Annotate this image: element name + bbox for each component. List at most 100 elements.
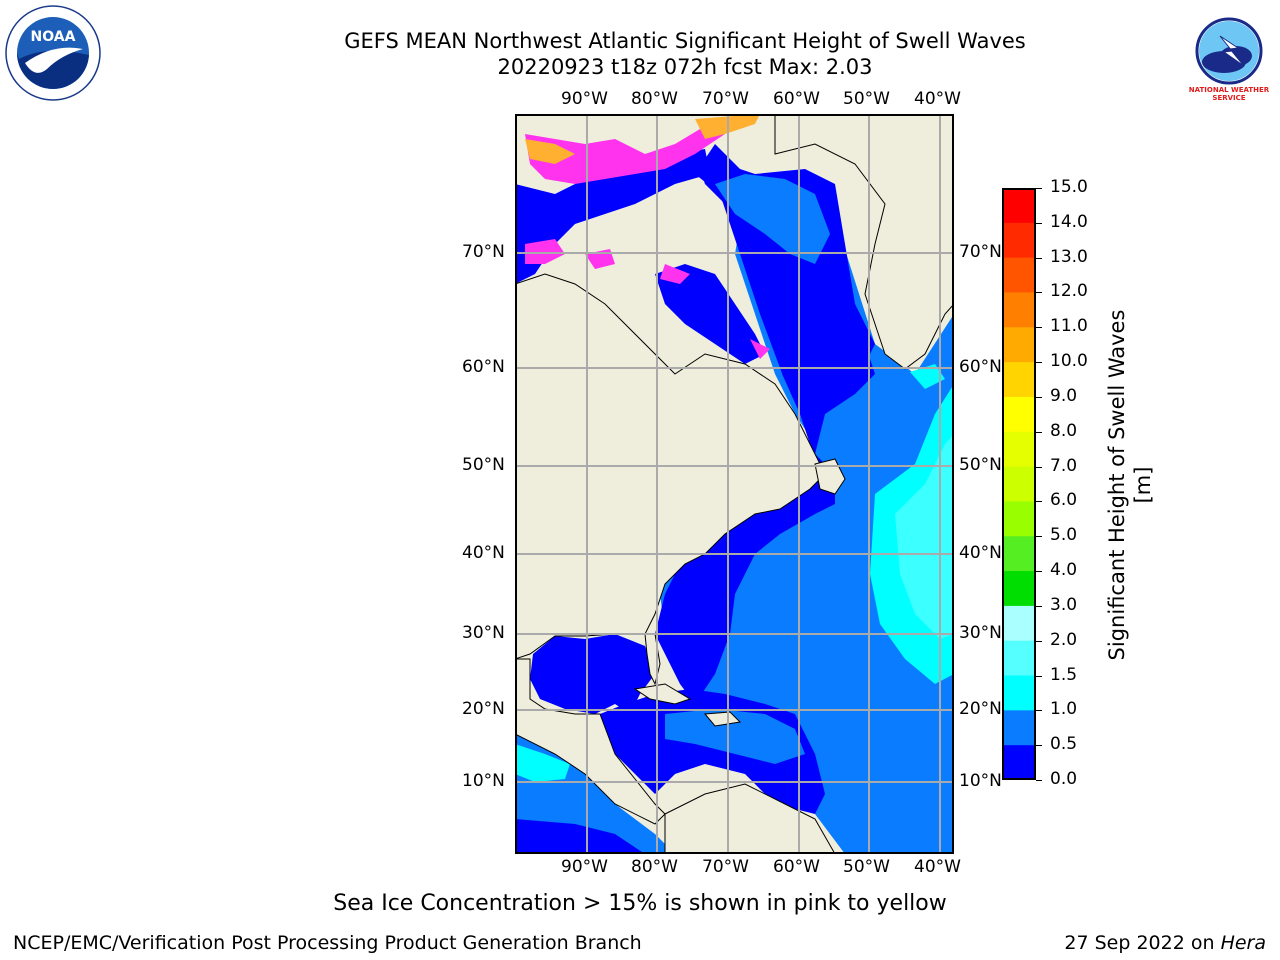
lat-label-right-20n: 20°N xyxy=(959,699,1002,719)
baffin-bay-mid xyxy=(715,174,830,264)
colorbar-tick-label: 4.0 xyxy=(1050,560,1078,581)
colorbar-tick-label: 7.0 xyxy=(1050,455,1078,476)
colorbar-tick-mark xyxy=(1036,780,1042,781)
lon-label-bottom-70w: 70°W xyxy=(702,857,749,877)
hudson-strait xyxy=(655,264,765,364)
caribbean-mid xyxy=(665,709,805,764)
map-frame xyxy=(515,114,954,854)
eastern-pacific-high xyxy=(515,744,570,782)
lon-label-top-90w: 90°W xyxy=(561,89,608,109)
sea-ice-orange-west xyxy=(525,139,575,164)
hispaniola xyxy=(703,711,742,727)
colorbar-tick-label: 1.0 xyxy=(1050,699,1078,720)
lat-label-left-50n: 50°N xyxy=(462,455,505,475)
colorbar-swatch xyxy=(1002,431,1036,468)
colorbar-tick-label: 6.0 xyxy=(1050,490,1078,511)
sea-ice-note: Sea Ice Concentration > 15% is shown in … xyxy=(333,891,947,916)
colorbar xyxy=(1002,188,1036,781)
colorbar-swatch xyxy=(1002,362,1036,398)
colorbar-swatch xyxy=(1002,536,1036,572)
lat-label-left-70n: 70°N xyxy=(462,242,505,262)
colorbar-swatch xyxy=(1002,466,1036,502)
colorbar-swatch xyxy=(1002,188,1036,224)
arctic-channels xyxy=(515,149,710,284)
colorbar-label-wrap: Significant Height of Swell Waves [m] xyxy=(1100,290,1160,680)
colorbar-tick-mark xyxy=(1036,605,1042,607)
chart-title-line2: 20220923 t18z 072h fcst Max: 2.03 xyxy=(497,55,873,79)
colorbar-label: Significant Height of Swell Waves [m] xyxy=(1105,309,1155,661)
chart-title-line1: GEFS MEAN Northwest Atlantic Significant… xyxy=(344,29,1026,53)
colorbar-tick-mark xyxy=(1036,745,1042,747)
lon-label-top-60w: 60°W xyxy=(773,89,820,109)
colorbar-tick-label: 11.0 xyxy=(1050,316,1088,337)
colorbar-swatch xyxy=(1002,710,1036,746)
colorbar-swatch xyxy=(1002,396,1036,433)
colorbar-tick-mark xyxy=(1036,536,1042,538)
colorbar-tick-mark xyxy=(1036,292,1042,294)
gulf-of-mexico xyxy=(530,634,655,714)
colorbar-swatch xyxy=(1002,501,1036,537)
colorbar-tick-mark xyxy=(1036,188,1042,189)
colorbar-swatches xyxy=(1002,188,1036,781)
lat-label-left-10n: 10°N xyxy=(462,771,505,791)
colorbar-tick-label: 14.0 xyxy=(1050,211,1088,232)
colorbar-swatch xyxy=(1002,327,1036,363)
colorbar-tick-label: 8.0 xyxy=(1050,420,1078,441)
lon-label-top-80w: 80°W xyxy=(631,89,678,109)
lat-label-right-70n: 70°N xyxy=(959,242,1002,262)
lat-label-right-40n: 40°N xyxy=(959,543,1002,563)
lat-label-right-50n: 50°N xyxy=(959,455,1002,475)
run-date: 27 Sep 2022 on Hera xyxy=(1000,932,1266,954)
sea-ice-scattered xyxy=(525,239,770,359)
lat-label-right-30n: 30°N xyxy=(959,623,1002,643)
nws-logo xyxy=(1180,2,1278,100)
colorbar-swatch xyxy=(1002,222,1036,259)
eastern-pacific-low xyxy=(515,819,645,854)
colorbar-tick-label: 9.0 xyxy=(1050,385,1078,406)
lon-label-top-70w: 70°W xyxy=(702,89,749,109)
colorbar-swatch xyxy=(1002,605,1036,642)
colorbar-swatch xyxy=(1002,571,1036,607)
lat-label-left-60n: 60°N xyxy=(462,357,505,377)
colorbar-tick-mark xyxy=(1036,431,1042,433)
colorbar-frame xyxy=(1002,188,1036,780)
colorbar-tick-label: 0.0 xyxy=(1050,769,1078,789)
colorbar-tick-mark xyxy=(1036,466,1042,468)
newfoundland xyxy=(814,458,846,495)
colorbar-tick-label: 15.0 xyxy=(1050,177,1088,197)
colorbar-tick-mark xyxy=(1036,257,1042,259)
colorbar-tick-label: 0.5 xyxy=(1050,734,1078,755)
lon-label-top-40w: 40°W xyxy=(914,89,961,109)
colorbar-tick-label: 13.0 xyxy=(1050,246,1088,267)
branch-credit: NCEP/EMC/Verification Post Processing Pr… xyxy=(13,932,642,954)
colorbar-swatch xyxy=(1002,257,1036,293)
colorbar-swatch xyxy=(1002,292,1036,328)
colorbar-tick-mark xyxy=(1036,571,1042,573)
colorbar-tick-mark xyxy=(1036,675,1042,677)
colorbar-tick-mark xyxy=(1036,640,1042,642)
lat-label-right-60n: 60°N xyxy=(959,357,1002,377)
colorbar-tick-label: 12.0 xyxy=(1050,281,1088,302)
lat-label-right-10n: 10°N xyxy=(959,771,1002,791)
colorbar-tick-label: 3.0 xyxy=(1050,594,1078,615)
colorbar-swatch xyxy=(1002,675,1036,711)
lat-label-left-20n: 20°N xyxy=(462,699,505,719)
map-panel xyxy=(515,114,954,854)
machine-name: Hera xyxy=(1220,932,1266,954)
colorbar-tick-label: 2.0 xyxy=(1050,629,1078,650)
colorbar-tick-label: 10.0 xyxy=(1050,351,1088,372)
nws-logo-ring-text: NATIONAL WEATHER SERVICE xyxy=(1188,86,1270,102)
map-canvas xyxy=(515,114,954,854)
colorbar-tick-mark xyxy=(1036,710,1042,712)
colorbar-tick-mark xyxy=(1036,396,1042,398)
lon-label-bottom-50w: 50°W xyxy=(843,857,890,877)
sea-ice-pink xyxy=(525,119,725,184)
iceland-swell xyxy=(910,364,945,389)
lon-label-top-50w: 50°W xyxy=(843,89,890,109)
colorbar-tick-mark xyxy=(1036,222,1042,224)
lon-label-bottom-90w: 90°W xyxy=(561,857,608,877)
lon-label-bottom-60w: 60°W xyxy=(773,857,820,877)
greenland xyxy=(774,114,954,370)
colorbar-swatch xyxy=(1002,640,1036,677)
lat-label-left-30n: 30°N xyxy=(462,623,505,643)
